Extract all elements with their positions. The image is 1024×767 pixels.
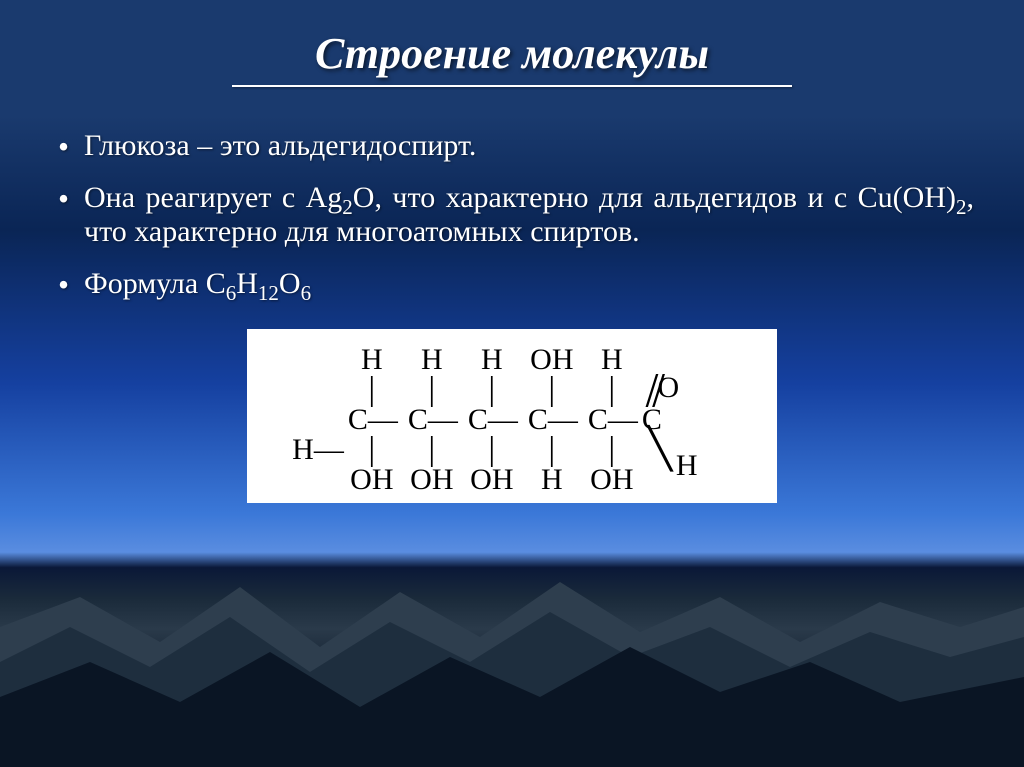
atom-c: C bbox=[408, 403, 428, 437]
atom-h: H bbox=[292, 435, 314, 465]
content-area: Строение молекулы Глюкоза – это альдегид… bbox=[0, 0, 1024, 503]
atom-c: C bbox=[348, 403, 368, 437]
bullet-text: Формула C6H12O6 bbox=[84, 267, 311, 300]
atom-h: H bbox=[672, 451, 698, 481]
atom-o: O bbox=[655, 373, 679, 403]
carbon-col-1: H | C — | OH bbox=[342, 343, 402, 497]
title-underline bbox=[232, 85, 792, 87]
atom-bot: OH bbox=[410, 463, 453, 497]
carbon-col-3: H | C — | OH bbox=[462, 343, 522, 497]
single-bond: | bbox=[608, 437, 615, 463]
bullet-list: Глюкоза – это альдегидоспирт. Она реагир… bbox=[50, 129, 974, 301]
atom-c: C bbox=[468, 403, 488, 437]
slide-title: Строение молекулы bbox=[50, 28, 974, 79]
single-bond: — bbox=[314, 435, 342, 465]
single-bond: | bbox=[368, 377, 375, 403]
atom-bot: H bbox=[541, 463, 563, 497]
carbon-col-2: H | C — | OH bbox=[402, 343, 462, 497]
mountain-silhouette bbox=[0, 567, 1024, 767]
atom-bot: OH bbox=[470, 463, 513, 497]
single-bond: | bbox=[608, 377, 615, 403]
structural-formula: H — H | C — | OH H | bbox=[247, 329, 777, 503]
bullet-item: Она реагирует с Ag2O, что характерно для… bbox=[50, 181, 974, 249]
slide-root: Строение молекулы Глюкоза – это альдегид… bbox=[0, 0, 1024, 767]
single-bond: | bbox=[428, 377, 435, 403]
bullet-item: Формула C6H12O6 bbox=[50, 267, 974, 301]
single-bond: | bbox=[428, 437, 435, 463]
glucose-structure: H — H | C — | OH H | bbox=[265, 343, 759, 497]
terminal-h-left: H — bbox=[292, 343, 342, 497]
carbon-col-4: OH | C — | H bbox=[522, 343, 582, 497]
atom-c: C bbox=[528, 403, 548, 437]
bullet-text: Она реагирует с Ag2O, что характерно для… bbox=[84, 181, 974, 248]
bullet-item: Глюкоза – это альдегидоспирт. bbox=[50, 129, 974, 163]
atom-c: C bbox=[588, 403, 608, 437]
bullet-text: Глюкоза – это альдегидоспирт. bbox=[84, 129, 476, 162]
single-bond: | bbox=[488, 437, 495, 463]
aldehyde-group: ⫽ O C ╲ H bbox=[642, 343, 732, 481]
single-bond: | bbox=[488, 377, 495, 403]
carbon-col-5: H | C — | OH bbox=[582, 343, 642, 497]
single-bond: | bbox=[368, 437, 375, 463]
double-bond: ⫽ bbox=[642, 381, 656, 403]
single-bond: | bbox=[548, 437, 555, 463]
single-bond: ╲ bbox=[642, 437, 672, 461]
single-bond: | bbox=[548, 377, 555, 403]
atom-bot: OH bbox=[590, 463, 633, 497]
atom-bot: OH bbox=[350, 463, 393, 497]
